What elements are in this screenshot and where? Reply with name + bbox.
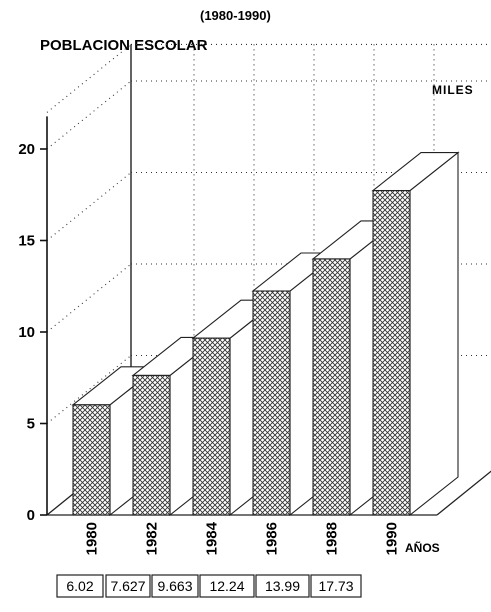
gridline-side [46,263,132,333]
y-tick-label: 15 [18,233,35,250]
x-tick-label: 1988 [324,522,341,555]
bar-front [252,290,291,516]
bar-front [372,189,411,516]
x-tick-label: 1986 [264,522,281,555]
value-cell: 7.627 [105,574,151,598]
data-label: 9.663 [157,578,192,594]
data-label: 12.24 [209,578,244,594]
bar-front [192,337,231,516]
gridline-side [46,172,132,241]
value-cell-border [105,574,151,598]
bar-front [312,258,351,516]
x-tick-label: 1980 [84,522,101,555]
unit-label: MILES [432,83,474,97]
bar-front [72,404,111,516]
y-tick-label: 20 [18,141,35,158]
data-label: 6.02 [66,578,93,594]
value-cell-border [310,574,362,598]
x-tick-label: 1990 [384,522,401,555]
value-cell: 13.99 [255,574,310,598]
gridline-side [46,80,132,150]
side-wall-top [46,43,132,113]
bar [371,151,460,517]
bars [71,151,460,517]
floor-right-edge [436,470,491,516]
value-cell-border [151,574,199,598]
value-cell-border [199,574,255,598]
bar-side [409,151,459,517]
value-cell: 6.02 [56,574,104,598]
gridline-side [46,355,132,424]
value-cell: 12.24 [199,574,255,598]
tick-labels: 0 5 10 15 20 1980 1982 1984 1986 1988 1990 [18,141,400,555]
data-label: 13.99 [265,578,300,594]
chart-title: POBLACION ESCOLAR [40,37,208,54]
value-cell-border [56,574,104,598]
value-cell: 17.73 [310,574,362,598]
value-table: 6.02 7.627 9.663 12.24 13.99 17.73 [56,574,362,598]
chart-period: (1980-1990) [200,8,271,23]
y-tick-label: 5 [27,416,35,433]
y-tick-label: 10 [18,324,35,341]
x-axis-title: AÑOS [405,540,440,555]
x-tick-label: 1982 [144,522,161,555]
x-tick-label: 1984 [204,521,221,555]
data-label: 17.73 [318,578,353,594]
value-cell: 9.663 [151,574,199,598]
value-cell-border [255,574,310,598]
data-label: 7.627 [110,578,145,594]
bar-front [132,374,171,516]
y-tick-label: 0 [27,507,35,524]
